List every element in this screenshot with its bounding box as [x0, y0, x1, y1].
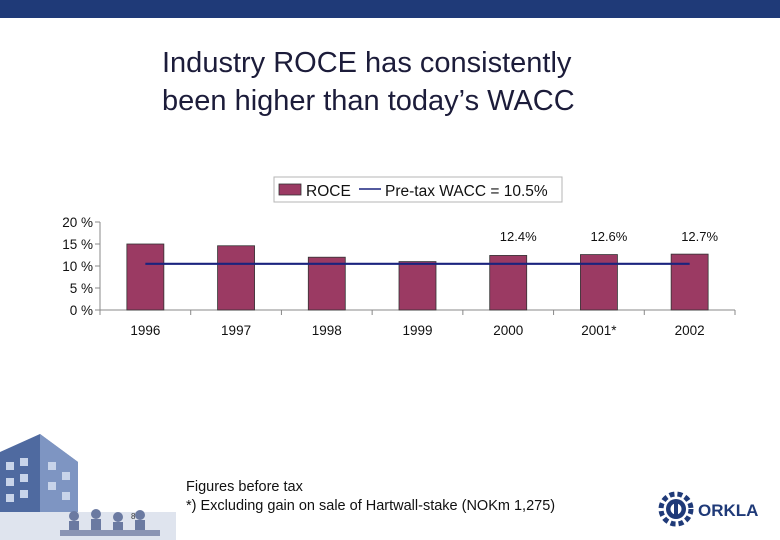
x-tick-label: 1998: [312, 323, 342, 338]
x-tick-label: 1997: [221, 323, 251, 338]
x-tick-label: 2000: [493, 323, 523, 338]
legend-roce-swatch: [278, 183, 302, 196]
roce-data-label: 12.4%: [500, 229, 537, 244]
y-tick-label: 0 %: [70, 303, 93, 318]
y-tick-label: 5 %: [70, 281, 93, 296]
legend-box: [273, 176, 563, 203]
legend-wacc-label: Pre-tax WACC = 10.5%: [385, 183, 548, 200]
x-tick-label: 2002: [675, 323, 705, 338]
roce-chart: ROCE Pre-tax WACC = 10.5% 0 % 5 % 10 % 15 % 20…: [62, 176, 736, 338]
roce-bar: [398, 261, 437, 311]
title-line-1: Industry ROCE has consistently: [162, 47, 572, 79]
roce-bar: [307, 256, 346, 311]
x-tick-label: 1996: [130, 323, 160, 338]
roce-bar: [670, 253, 709, 311]
page-number: 8: [131, 512, 136, 521]
orkla-logo: ORKLA: [658, 491, 758, 527]
logo-text: ORKLA: [698, 501, 758, 520]
roce-data-label: 12.6%: [590, 229, 627, 244]
roce-bar: [217, 245, 255, 311]
legend-roce-label: ROCE: [306, 183, 351, 200]
y-tick-label: 10 %: [62, 259, 93, 274]
y-tick-label: 15 %: [62, 237, 93, 252]
footnote: Figures before tax *) Excluding gain on …: [186, 478, 555, 516]
footnote-line-1: Figures before tax: [186, 479, 303, 495]
footnote-line-2: *) Excluding gain on sale of Hartwall-st…: [186, 498, 556, 514]
slide-title: Industry ROCE has consistently been high…: [162, 44, 632, 120]
roce-bar: [126, 243, 165, 311]
x-tick-label: 2001*: [581, 323, 617, 338]
top-banner: [0, 0, 780, 18]
office-building-photo-icon: [0, 434, 176, 540]
x-tick-label: 1999: [402, 323, 432, 338]
roce-data-label: 12.7%: [681, 229, 718, 244]
gear-icon: [658, 491, 694, 527]
title-line-2: been higher than today’s WACC: [162, 85, 575, 117]
y-tick-label: 20 %: [62, 215, 93, 230]
